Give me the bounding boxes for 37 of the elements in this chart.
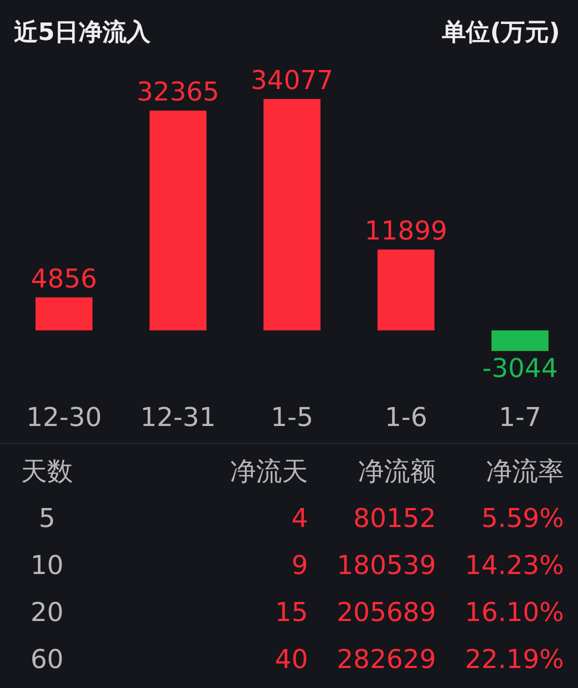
x-tick-label: 1-7 <box>498 403 542 433</box>
data-label: 11899 <box>364 216 448 247</box>
text: 80152 <box>353 504 436 534</box>
data-label: 32365 <box>136 78 220 108</box>
data-label: -3044 <box>482 354 558 384</box>
data-label: 4856 <box>30 264 98 294</box>
bar <box>492 330 548 351</box>
data-label: 34077 <box>250 66 334 96</box>
text: 天数 <box>20 456 74 489</box>
category-label: 净流额 <box>357 456 436 489</box>
category-label: 5 <box>38 504 56 534</box>
category-label: 10 <box>30 550 64 580</box>
text: 15 <box>274 598 308 628</box>
text: 282629 <box>336 644 436 674</box>
x-tick-label: 1-5 <box>270 403 314 433</box>
chart-subtitle: 单位(万元) <box>441 18 560 46</box>
text: 9 <box>291 550 308 580</box>
category-label: 60 <box>30 644 64 674</box>
text: 5.59% <box>481 504 564 534</box>
category-label: 净流率 <box>485 456 564 489</box>
category-label: 20 <box>30 598 64 628</box>
x-tick-label: 12-31 <box>140 403 216 433</box>
bar <box>36 297 92 330</box>
bar <box>264 99 320 330</box>
text: 40 <box>274 644 308 674</box>
chart-title: 近5日净流入 <box>14 18 152 46</box>
text: 14.23% <box>464 550 564 580</box>
text: 4 <box>291 504 308 534</box>
text: 205689 <box>336 598 436 628</box>
bar <box>378 250 434 330</box>
x-tick-label: 12-30 <box>26 403 102 433</box>
x-tick-label: 1-6 <box>384 403 428 433</box>
bar <box>150 110 206 330</box>
text: 22.19% <box>464 644 564 674</box>
text: 16.10% <box>464 598 564 628</box>
text: 180539 <box>336 550 436 580</box>
category-label: 净流天 <box>229 456 308 489</box>
